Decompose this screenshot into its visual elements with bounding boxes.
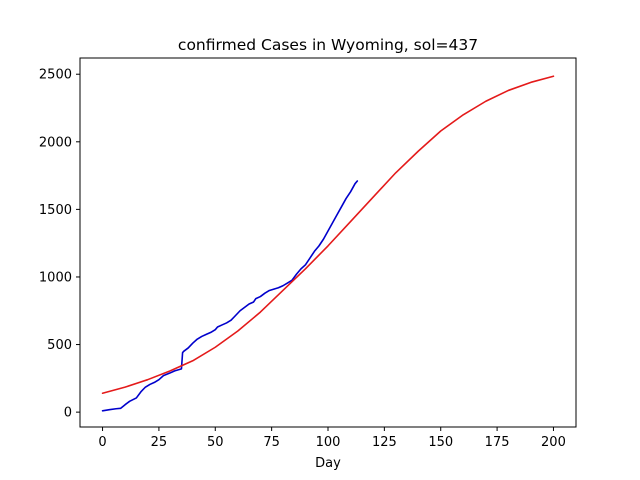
- y-tick-label: 0: [64, 406, 72, 421]
- y-tick-label: 1500: [39, 203, 72, 218]
- x-tick-label: 75: [263, 435, 280, 450]
- x-tick-label: 125: [372, 435, 397, 450]
- y-tick-label: 500: [47, 338, 72, 353]
- y-tick-label: 1000: [39, 270, 72, 285]
- y-axis: 0 500 1000 1500 2000 2500: [39, 68, 80, 421]
- y-tick-label: 2000: [39, 135, 72, 150]
- x-tick-label: 25: [151, 435, 168, 450]
- x-tick-label: 50: [207, 435, 224, 450]
- x-tick-label: 150: [428, 435, 453, 450]
- x-tick-label: 175: [485, 435, 510, 450]
- x-tick-label: 100: [316, 435, 341, 450]
- chart-title: confirmed Cases in Wyoming, sol=437: [178, 36, 478, 54]
- series-line-fit: [101, 75, 555, 395]
- x-tick-label: 0: [98, 435, 106, 450]
- series-line-observed: [101, 180, 359, 412]
- x-axis: 0 25 50 75 100 125 150 175 200: [98, 427, 566, 450]
- series-layer: [101, 75, 555, 412]
- plot-frame: [79, 57, 577, 428]
- y-tick-label: 2500: [39, 68, 72, 83]
- x-axis-label: Day: [315, 456, 341, 471]
- x-tick-label: 200: [541, 435, 566, 450]
